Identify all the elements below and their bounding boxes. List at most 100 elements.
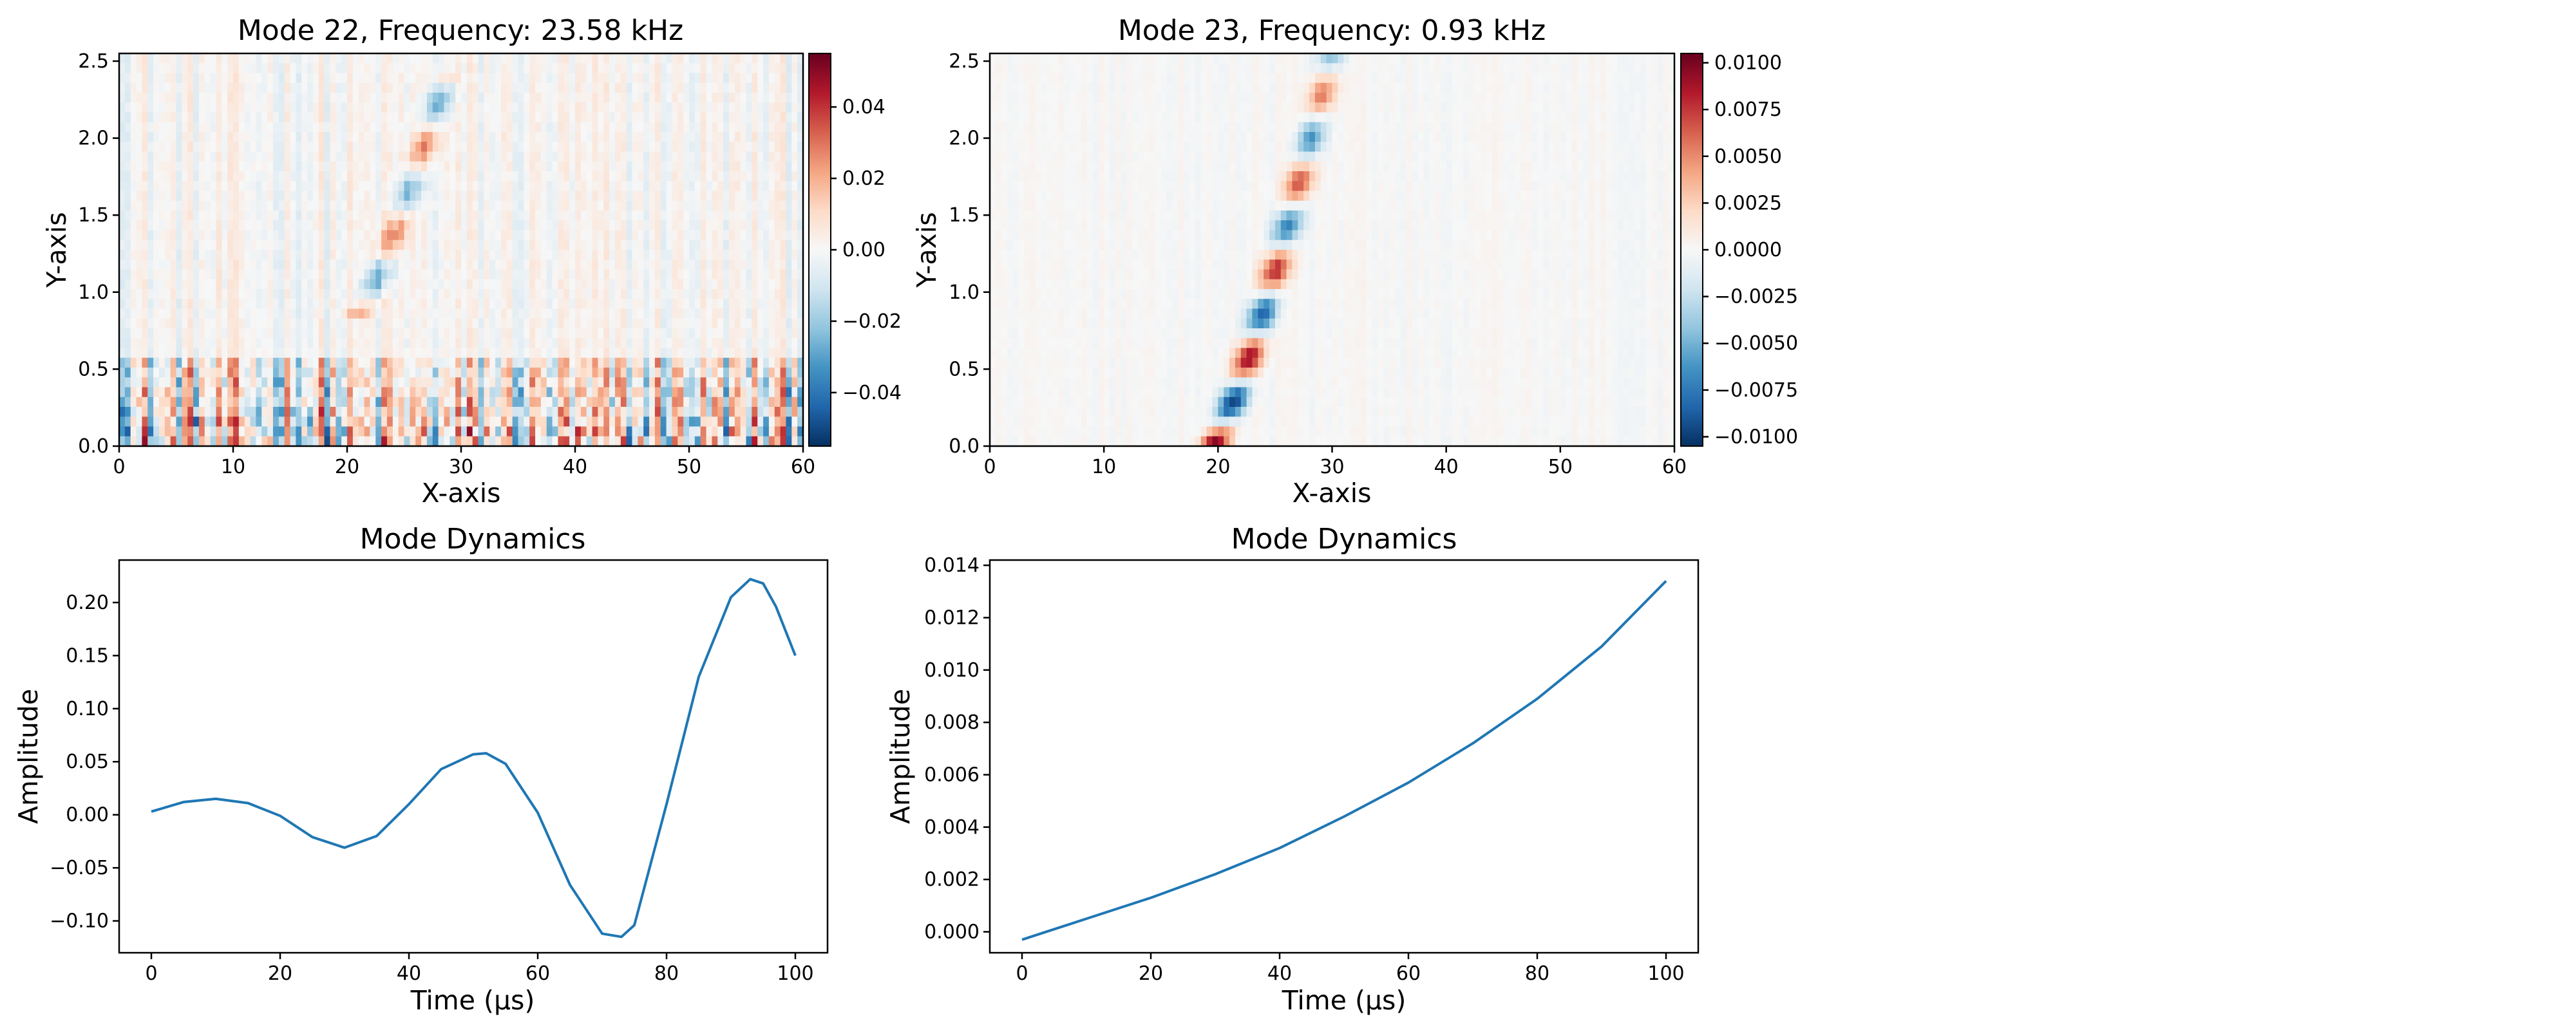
- heatmap-cell: [187, 82, 194, 93]
- heatmap-cell: [130, 357, 137, 368]
- heatmap-cell: [666, 387, 673, 398]
- heatmap-cell: [518, 377, 524, 388]
- heatmap-cell: [546, 318, 553, 329]
- heatmap-cell: [256, 82, 262, 93]
- heatmap-cell: [643, 338, 650, 349]
- heatmap-cell: [278, 387, 285, 398]
- heatmap-cell: [666, 112, 673, 123]
- heatmap-cell: [119, 239, 126, 250]
- heatmap-cell: [797, 181, 804, 192]
- heatmap-cell: [677, 53, 684, 64]
- heatmap-cell: [752, 93, 758, 103]
- heatmap-cell: [466, 200, 473, 211]
- heatmap-cell: [672, 289, 678, 299]
- heatmap-cell: [398, 387, 405, 398]
- heatmap-cell: [529, 63, 536, 74]
- heatmap-cell: [620, 200, 627, 211]
- heatmap-cell: [375, 122, 382, 133]
- heatmap-cell: [216, 436, 222, 447]
- heatmap-cell: [164, 308, 171, 319]
- heatmap-cell: [124, 308, 131, 319]
- heatmap-cell: [182, 161, 188, 172]
- heatmap-cell: [364, 122, 370, 133]
- heatmap-cell: [341, 151, 348, 162]
- heatmap-cell: [182, 436, 188, 447]
- heatmap-cell: [1218, 53, 1224, 64]
- heatmap-cell: [130, 171, 137, 182]
- heatmap-cell: [358, 318, 365, 329]
- heatmap-cell: [398, 191, 405, 201]
- heatmap-cell: [364, 289, 370, 299]
- heatmap-cell: [672, 397, 678, 407]
- heatmap-cell: [301, 82, 308, 93]
- heatmap-cell: [432, 230, 439, 241]
- heatmap-cell: [620, 348, 627, 359]
- heatmap-cell: [352, 426, 359, 437]
- heatmap-cell: [307, 426, 314, 437]
- heatmap-cell: [552, 220, 559, 231]
- heatmap-cell: [677, 357, 684, 368]
- heatmap-cell: [575, 348, 582, 359]
- heatmap-cell: [598, 338, 604, 349]
- heatmap-cell: [444, 230, 450, 241]
- heatmap-cell: [717, 259, 724, 270]
- heatmap-cell: [495, 338, 502, 349]
- heatmap-cell: [438, 171, 445, 182]
- heatmap-cell: [791, 368, 798, 378]
- heatmap-cell: [694, 250, 701, 260]
- heatmap-cell: [712, 211, 718, 221]
- heatmap-cell: [706, 211, 712, 221]
- heatmap-cell: [233, 63, 240, 74]
- heatmap-cell: [398, 230, 405, 241]
- heatmap-cell: [569, 279, 576, 290]
- heatmap-cell: [689, 348, 696, 359]
- heatmap-cell: [734, 220, 741, 231]
- heatmap-cell: [592, 53, 598, 64]
- heatmap-cell: [575, 82, 582, 93]
- heatmap-cell: [558, 259, 564, 270]
- heatmap-cell: [250, 112, 256, 123]
- heatmap-cell: [381, 289, 388, 299]
- heatmap-cell: [182, 93, 188, 103]
- heatmap-cell: [330, 230, 336, 241]
- heatmap-cell: [307, 220, 314, 231]
- heatmap-cell: [147, 171, 154, 182]
- heatmap-cell: [592, 269, 598, 280]
- heatmap-cell: [598, 436, 604, 447]
- heatmap-cell: [421, 250, 428, 260]
- heatmap-cell: [312, 377, 319, 388]
- heatmap-cell: [586, 308, 593, 319]
- heatmap-cell: [432, 200, 439, 211]
- heatmap-cell: [1229, 53, 1236, 64]
- heatmap-cell: [256, 289, 262, 299]
- heatmap-cell: [438, 250, 445, 260]
- heatmap-cell: [558, 269, 564, 280]
- heatmap-cell: [187, 250, 194, 260]
- heatmap-cell: [626, 53, 633, 64]
- heatmap-cell: [1543, 53, 1549, 64]
- heatmap-cell: [757, 407, 764, 417]
- heatmap-cell: [272, 426, 279, 437]
- heatmap-cell: [381, 191, 388, 201]
- heatmap-cell: [444, 348, 450, 359]
- heatmap-cell: [404, 132, 410, 142]
- heatmap-cell: [723, 211, 730, 221]
- heatmap-cell: [336, 299, 342, 310]
- heatmap-cell: [717, 171, 724, 182]
- heatmap-cell: [198, 318, 205, 329]
- heatmap-cell: [592, 368, 598, 378]
- heatmap-cell: [450, 269, 456, 280]
- heatmap-cell: [312, 73, 319, 84]
- heatmap-cell: [352, 328, 359, 339]
- heatmap-cell: [614, 211, 621, 221]
- heatmap-cell: [780, 318, 787, 329]
- heatmap-cell: [386, 289, 393, 299]
- heatmap-cell: [193, 73, 200, 84]
- heatmap-cell: [170, 259, 177, 270]
- heatmap-cell: [484, 426, 490, 437]
- heatmap-cell: [370, 112, 376, 123]
- heatmap-cell: [222, 299, 228, 310]
- heatmap-cell: [307, 299, 314, 310]
- heatmap-cell: [370, 230, 376, 241]
- heatmap-cell: [358, 93, 365, 103]
